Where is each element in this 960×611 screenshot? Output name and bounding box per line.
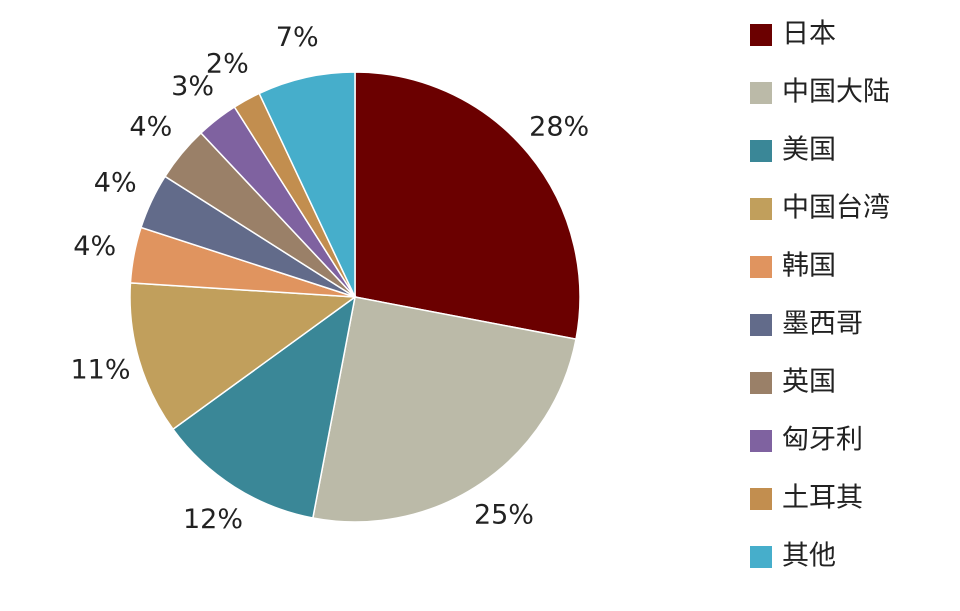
- legend-swatch: [750, 314, 772, 336]
- data-label: 28%: [529, 112, 589, 143]
- pie-slice: [129, 282, 358, 431]
- legend-swatch: [750, 24, 772, 46]
- legend-label: 美国: [782, 135, 836, 166]
- legend-swatch: [750, 198, 772, 220]
- data-label: 3%: [171, 71, 214, 102]
- pie-slice: [258, 71, 356, 298]
- legend-swatch: [750, 82, 772, 104]
- legend-label: 英国: [782, 367, 836, 398]
- data-label: 7%: [276, 22, 319, 53]
- pie-slice: [171, 295, 357, 519]
- data-label: 4%: [129, 112, 172, 143]
- data-label: 12%: [183, 504, 243, 535]
- legend-swatch: [750, 256, 772, 278]
- legend-swatch: [750, 430, 772, 452]
- legend-label: 中国大陆: [782, 77, 890, 108]
- pie-slice: [311, 296, 577, 523]
- legend-swatch: [750, 488, 772, 510]
- data-label: 2%: [206, 48, 249, 79]
- legend-label: 土耳其: [782, 483, 863, 514]
- legend-swatch: [750, 372, 772, 394]
- legend-label: 韩国: [782, 251, 836, 282]
- legend-label: 匈牙利: [782, 425, 863, 456]
- data-label: 4%: [73, 231, 116, 262]
- legend-label: 墨西哥: [782, 309, 863, 340]
- legend-swatch: [750, 140, 772, 162]
- legend-label: 日本: [782, 19, 836, 50]
- data-label: 4%: [94, 168, 137, 199]
- legend-label: 其他: [782, 541, 836, 572]
- data-label: 25%: [474, 500, 534, 531]
- pie-slice: [354, 71, 581, 341]
- data-label: 11%: [71, 354, 131, 385]
- legend-label: 中国台湾: [782, 193, 890, 224]
- legend-swatch: [750, 546, 772, 568]
